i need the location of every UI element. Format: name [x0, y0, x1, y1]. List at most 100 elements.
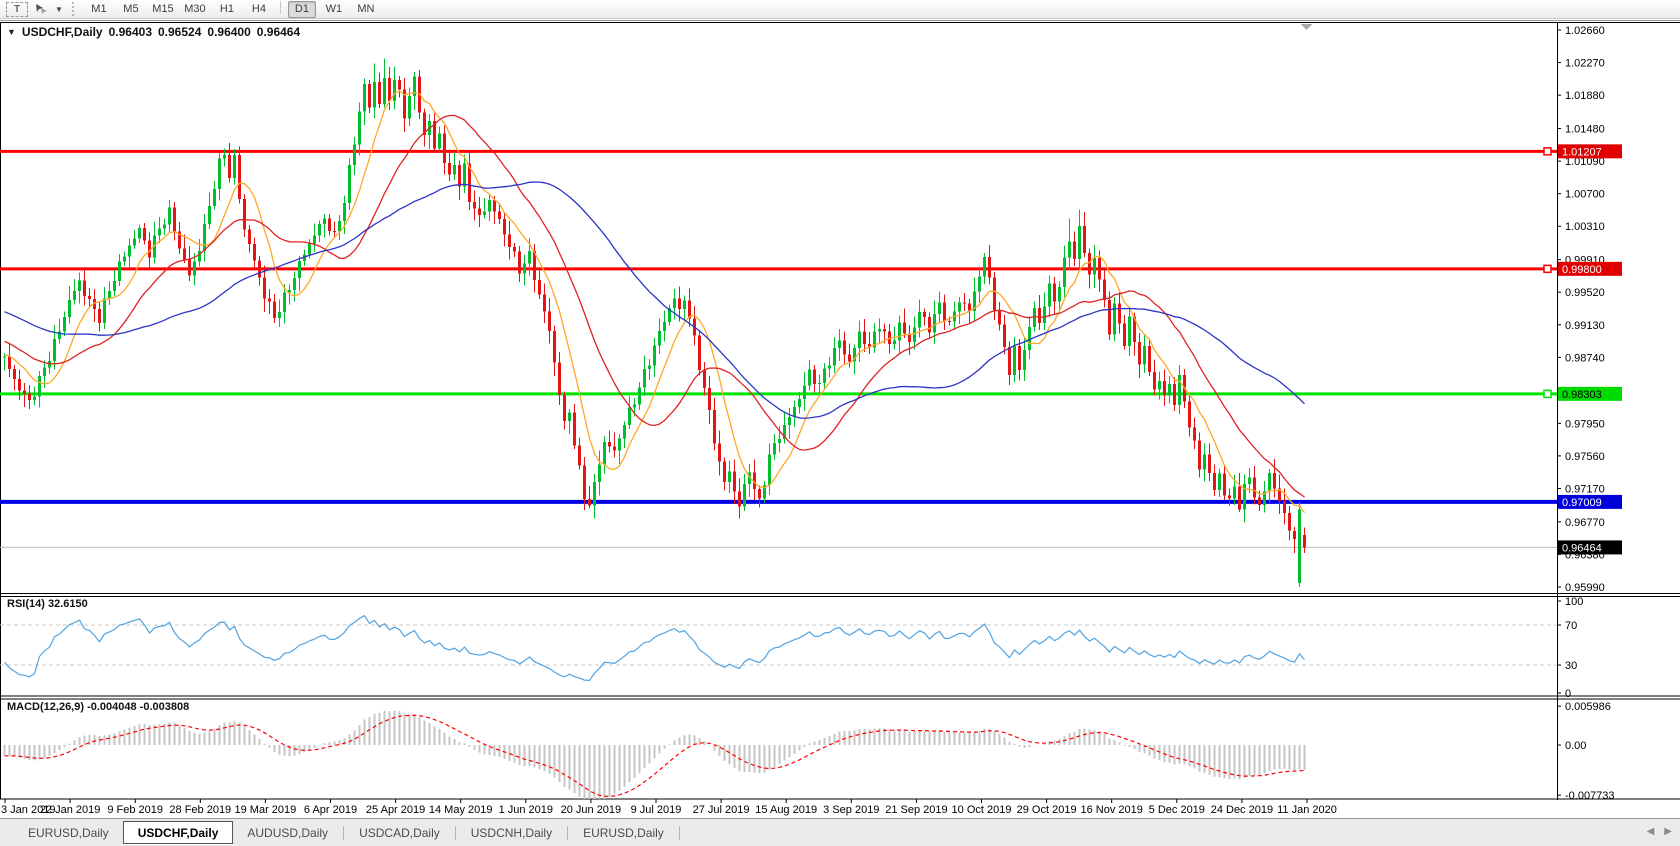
svg-text:0.00: 0.00	[1565, 740, 1586, 752]
timeframe-button-m5[interactable]: M5	[123, 3, 139, 15]
tab-divider	[678, 825, 680, 840]
svg-text:10 Oct 2019: 10 Oct 2019	[952, 804, 1012, 816]
ohlc-low: 0.96400	[207, 25, 251, 39]
chart-shift-marker	[1300, 24, 1313, 30]
chevron-down-icon[interactable]: ▼	[55, 4, 63, 14]
rsi-panel	[0, 614, 1557, 682]
svg-text:1.01207: 1.01207	[1562, 146, 1602, 158]
svg-text:100: 100	[1565, 596, 1583, 608]
scroll-left-icon[interactable]: ◀	[1646, 826, 1655, 837]
price-axis: 1.02660 1.02270 1.01880 1.01480 1.01090 1.007…	[1557, 25, 1622, 802]
timeframe-button-m15[interactable]: M15	[152, 3, 174, 15]
svg-text:1.00700: 1.00700	[1565, 189, 1605, 201]
svg-text:-0.007733: -0.007733	[1565, 790, 1615, 802]
toolbar-separator	[71, 2, 78, 16]
ma-line-mid	[4, 114, 1305, 498]
svg-text:6 Apr 2019: 6 Apr 2019	[304, 804, 357, 816]
svg-text:0.99520: 0.99520	[1565, 287, 1605, 299]
svg-text:1.00310: 1.00310	[1565, 221, 1605, 233]
svg-text:24 Dec 2019: 24 Dec 2019	[1211, 804, 1273, 816]
svg-text:3 Sep 2019: 3 Sep 2019	[823, 804, 879, 816]
price-chart-canvas[interactable]: 1.02660 1.02270 1.01880 1.01480 1.01090 1.007…	[0, 0, 1680, 820]
svg-text:29 Oct 2019: 29 Oct 2019	[1017, 804, 1077, 816]
svg-text:0.97170: 0.97170	[1565, 483, 1605, 495]
timeframe-button-m30[interactable]: M30	[184, 3, 206, 15]
main-price-panel	[0, 58, 1557, 587]
ma-line-fast	[4, 89, 1306, 514]
svg-text:20 Jun 2019: 20 Jun 2019	[561, 804, 622, 816]
chart-tab-audusd-daily-2[interactable]: AUDUSD,Daily	[247, 825, 329, 840]
svg-text:0.98740: 0.98740	[1565, 352, 1605, 364]
svg-text:3 Jan 2019: 3 Jan 2019	[1, 804, 55, 816]
svg-text:1.01090: 1.01090	[1565, 156, 1605, 168]
timeframe-buttons: M1 M5 M15 M30 H1 H4 D1 W1 MN	[85, 0, 380, 18]
svg-text:11 Jan 2020: 11 Jan 2020	[1277, 804, 1337, 816]
timeframe-group-separator	[279, 0, 281, 14]
chart-tab-eurusd-daily-5[interactable]: EURUSD,Daily	[583, 825, 664, 840]
chart-tab-usdcad-daily-3[interactable]: USDCAD,Daily	[359, 825, 440, 840]
svg-text:25 Apr 2019: 25 Apr 2019	[366, 804, 425, 816]
svg-text:9 Feb 2019: 9 Feb 2019	[107, 804, 163, 816]
cursor-tool-icon[interactable]	[30, 1, 52, 18]
timeframe-button-w1[interactable]: W1	[325, 3, 343, 15]
svg-text:16 Nov 2019: 16 Nov 2019	[1081, 804, 1143, 816]
chart-ohlc-header: ▼ USDCHF,Daily 0.96403 0.96524 0.96400 0…	[7, 25, 300, 39]
timeframe-button-h1[interactable]: H1	[219, 3, 234, 15]
macd-signal-line	[4, 714, 1305, 797]
svg-text:1.01480: 1.01480	[1565, 124, 1605, 136]
svg-text:1 Jun 2019: 1 Jun 2019	[499, 804, 553, 816]
candles-layer	[3, 58, 1306, 587]
text-tool-icon[interactable]: T	[6, 1, 28, 17]
ohlc-close: 0.96464	[256, 25, 301, 39]
svg-text:19 Mar 2019: 19 Mar 2019	[235, 804, 297, 816]
top-toolbar: T ▼ M1 M5 M15 M30 H1 H4 D1 W1 MN	[0, 0, 1680, 19]
svg-text:0: 0	[1565, 688, 1571, 700]
svg-text:1.02660: 1.02660	[1565, 25, 1605, 37]
timeframe-button-m1[interactable]: M1	[91, 3, 107, 15]
collapse-triangle-icon[interactable]: ▼	[7, 27, 16, 37]
svg-text:5 Dec 2019: 5 Dec 2019	[1149, 804, 1205, 816]
price-badge: 0.97009	[1558, 494, 1622, 509]
svg-text:0.97560: 0.97560	[1565, 451, 1605, 463]
svg-text:0.98303: 0.98303	[1562, 389, 1602, 401]
tab-divider	[567, 825, 569, 840]
price-badge: 0.99800	[1558, 261, 1622, 276]
svg-text:0.005986: 0.005986	[1565, 701, 1611, 713]
timeframe-button-h4[interactable]: H4	[251, 3, 266, 15]
chart-tab-usdcnh-daily-4[interactable]: USDCNH,Daily	[470, 825, 553, 840]
timeframe-button-mn[interactable]: MN	[357, 3, 375, 15]
chart-tab-usdchf-daily-1[interactable]: USDCHF,Daily	[122, 821, 234, 844]
ohlc-open: 0.96403	[108, 25, 152, 39]
svg-text:0.99800: 0.99800	[1562, 264, 1602, 276]
svg-text:0.97009: 0.97009	[1562, 497, 1602, 509]
svg-text:0.99130: 0.99130	[1565, 320, 1605, 332]
svg-text:30: 30	[1565, 660, 1577, 672]
scroll-right-icon[interactable]: ▶	[1664, 826, 1672, 837]
chart-tab-bar: EURUSD,Daily USDCHF,Daily AUDUSD,Daily USDC…	[0, 818, 1680, 846]
chart-tab-eurusd-daily-0[interactable]: EURUSD,Daily	[28, 825, 109, 840]
macd-indicator-label: MACD(12,26,9) -0.004048 -0.003808	[7, 701, 190, 713]
chart-symbol: USDCHF,Daily	[21, 25, 103, 39]
price-badge: 0.98303	[1558, 386, 1622, 401]
svg-text:0.95990: 0.95990	[1565, 582, 1605, 594]
svg-text:0.96464: 0.96464	[1562, 542, 1602, 554]
timeframe-button-d1[interactable]: D1	[287, 0, 316, 18]
svg-text:21 Sep 2019: 21 Sep 2019	[885, 804, 947, 816]
svg-text:15 Aug 2019: 15 Aug 2019	[755, 804, 817, 816]
tab-divider	[343, 825, 345, 840]
svg-text:22 Jan 2019: 22 Jan 2019	[40, 804, 101, 816]
rsi-line	[4, 614, 1305, 682]
rsi-indicator-label: RSI(14) 32.6150	[7, 598, 88, 610]
svg-text:1.01880: 1.01880	[1565, 90, 1605, 102]
macd-panel	[3, 710, 1306, 799]
svg-text:28 Feb 2019: 28 Feb 2019	[169, 804, 231, 816]
svg-text:9 Jul 2019: 9 Jul 2019	[631, 804, 682, 816]
svg-text:27 Jul 2019: 27 Jul 2019	[693, 804, 750, 816]
price-badge: 1.01207	[1558, 144, 1622, 159]
svg-text:14 May 2019: 14 May 2019	[429, 804, 493, 816]
price-badge: 0.96464	[1558, 540, 1622, 555]
ohlc-high: 0.96524	[158, 25, 202, 39]
svg-text:1.02270: 1.02270	[1565, 58, 1605, 70]
